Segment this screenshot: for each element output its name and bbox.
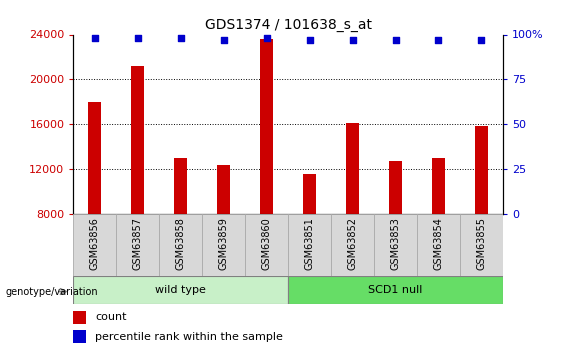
Point [90, 35, 99, 41]
Text: GSM63856: GSM63856 [90, 217, 100, 270]
Bar [116, 214, 159, 276]
Bar [175, 158, 187, 214]
Bar [218, 165, 230, 214]
Bar [475, 126, 488, 214]
Bar [73, 330, 86, 343]
Text: GSM63860: GSM63860 [262, 217, 272, 270]
Bar [460, 214, 503, 276]
Text: SCD1 null: SCD1 null [368, 285, 423, 295]
Point [133, 35, 142, 41]
Text: GSM63851: GSM63851 [305, 217, 315, 270]
Bar [417, 214, 460, 276]
Bar [73, 276, 288, 304]
Bar [89, 102, 101, 214]
Bar [303, 174, 316, 214]
Text: count: count [95, 312, 127, 322]
Text: GSM63853: GSM63853 [390, 217, 401, 270]
Bar [374, 214, 417, 276]
Title: GDS1374 / 101638_s_at: GDS1374 / 101638_s_at [205, 18, 372, 32]
Point [305, 37, 314, 43]
Text: GSM63858: GSM63858 [176, 217, 186, 270]
Text: GSM63854: GSM63854 [433, 217, 444, 270]
Bar [245, 214, 288, 276]
Bar [288, 214, 331, 276]
Text: wild type: wild type [155, 285, 206, 295]
Point [219, 37, 228, 43]
Text: genotype/variation: genotype/variation [6, 287, 98, 296]
Bar [331, 214, 374, 276]
Bar [159, 214, 202, 276]
Bar [73, 311, 86, 324]
Bar [288, 276, 503, 304]
Text: GSM63859: GSM63859 [219, 217, 229, 270]
Point [391, 37, 400, 43]
Bar [260, 39, 273, 214]
Point [262, 35, 271, 41]
Bar [432, 158, 445, 214]
Point [176, 35, 185, 41]
Bar [389, 161, 402, 214]
Text: GSM63857: GSM63857 [133, 217, 143, 270]
Text: GSM63855: GSM63855 [476, 217, 486, 270]
Bar [346, 123, 359, 214]
Bar [202, 214, 245, 276]
Point [434, 37, 443, 43]
Text: percentile rank within the sample: percentile rank within the sample [95, 332, 283, 342]
Text: GSM63852: GSM63852 [347, 217, 358, 270]
Bar [73, 214, 116, 276]
Bar [132, 66, 144, 214]
Point [477, 37, 486, 43]
Point [348, 37, 357, 43]
